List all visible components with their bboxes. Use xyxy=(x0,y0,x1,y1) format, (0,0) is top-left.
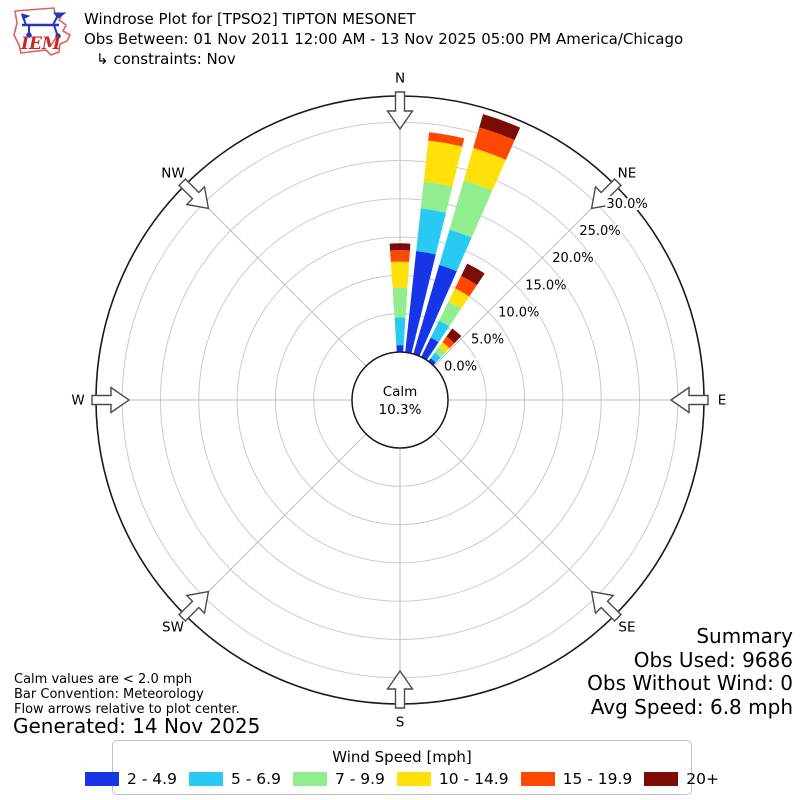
compass-label-nw: NW xyxy=(161,166,184,182)
summary-avg-speed: Avg Speed: 6.8 mph xyxy=(590,694,793,719)
windrose-bar-segment xyxy=(396,345,404,353)
compass-spoke xyxy=(184,433,367,616)
legend-label: 10 - 14.9 xyxy=(438,769,509,788)
legend-label: 20+ xyxy=(686,769,719,788)
compass-label-s: S xyxy=(396,715,405,731)
compass-label-se: SE xyxy=(618,619,635,635)
constraints-subtitle: ↳ constraints: Nov xyxy=(96,50,236,68)
legend-swatch-icon xyxy=(520,771,555,786)
legend-swatch-icon xyxy=(396,771,431,786)
legend-swatch-icon xyxy=(85,771,119,786)
windrose-bar-segment xyxy=(423,140,463,187)
compass-spoke xyxy=(433,433,616,616)
windrose-bar-segment xyxy=(461,263,485,286)
plot-notes: Calm values are < 2.0 mph Bar Convention… xyxy=(14,672,240,717)
legend-swatch-icon xyxy=(292,771,327,786)
compass-spoke xyxy=(433,184,616,367)
calm-circle xyxy=(351,351,449,449)
windrose-bar-segment xyxy=(438,342,450,353)
calm-percent: 10.3% xyxy=(379,402,422,418)
weather-vane-icon xyxy=(21,12,67,39)
windrose-bar-segment xyxy=(394,317,406,346)
compass-label-ne: NE xyxy=(618,166,637,182)
compass-label-n: N xyxy=(395,71,405,87)
summary-block: Summary Obs Used: 9686 Obs Without Wind:… xyxy=(587,624,793,719)
flow-arrow-icon xyxy=(590,590,622,622)
legend-title: Wind Speed [mph] xyxy=(332,747,472,766)
compass-spoke xyxy=(184,184,367,367)
radial-tick-label: 25.0% xyxy=(579,224,620,239)
windrose-bar-segment xyxy=(390,261,410,288)
radial-tick-label: 15.0% xyxy=(525,278,566,293)
flow-arrow-icon xyxy=(91,386,131,414)
windrose-bar-segment xyxy=(428,358,436,366)
flow-arrow-icon xyxy=(178,178,210,210)
windrose-bar-segment xyxy=(463,147,506,191)
windrose-bar-segment xyxy=(455,275,477,297)
windrose-bar-segment xyxy=(449,180,493,238)
windrose-bar-segment xyxy=(405,250,436,354)
windrose-bar-segment xyxy=(420,181,453,213)
windrose-bar-segment xyxy=(439,301,462,327)
legend-item: 7 - 9.9 xyxy=(292,769,385,788)
compass-label-e: E xyxy=(718,393,727,409)
legend-label: 15 - 19.9 xyxy=(562,769,633,788)
windrose-bar-segment xyxy=(446,328,462,344)
radial-tick-label: 0.0% xyxy=(444,360,477,375)
radial-tick-label: 10.0% xyxy=(498,305,539,320)
windrose-bar-segment xyxy=(413,264,457,357)
radial-tick-label: 20.0% xyxy=(552,251,593,266)
windrose-bar-segment xyxy=(389,243,411,251)
calm-note: Calm values are < 2.0 mph xyxy=(14,672,193,687)
generated-timestamp: Generated: 14 Nov 2025 xyxy=(13,714,261,738)
flow-arrows-note: Flow arrows relative to plot center. xyxy=(14,702,240,717)
legend-item: 20+ xyxy=(644,770,719,788)
legend-label: 7 - 9.9 xyxy=(334,769,385,788)
flow-arrow-icon xyxy=(178,590,210,622)
windrose-bar-segment xyxy=(421,337,439,361)
windrose-bar-segment xyxy=(448,288,470,309)
windrose-bar-segment xyxy=(479,114,521,141)
legend-items: 2 - 4.9 5 - 6.9 7 - 9.9 10 - 14.9 15 - 19.9 2… xyxy=(85,770,719,788)
legend-swatch-icon xyxy=(188,771,223,786)
wind-speed-legend: Wind Speed [mph] 2 - 4.9 5 - 6.9 7 - 9.9 10… xyxy=(85,740,719,795)
radial-tick-label: 5.0% xyxy=(471,332,504,347)
legend-item: 2 - 4.9 xyxy=(85,770,177,788)
legend-item: 15 - 19.9 xyxy=(520,769,633,788)
flow-arrow-icon xyxy=(386,669,414,709)
flow-arrow-icon xyxy=(590,178,622,210)
windrose-bar-segment xyxy=(442,336,455,349)
calm-label: Calm xyxy=(383,384,418,400)
iem-logo-text: IEM xyxy=(20,34,62,54)
summary-obs-used: Obs Used: 9686 xyxy=(633,647,793,672)
compass-label-sw: SW xyxy=(162,619,184,635)
windrose-bar-segment xyxy=(430,320,450,343)
legend-swatch-icon xyxy=(644,771,679,786)
windrose-bar-segment xyxy=(430,352,441,363)
windrose-bar-segment xyxy=(390,250,410,262)
bar-convention-note: Bar Convention: Meteorology xyxy=(14,687,204,702)
flow-arrow-icon xyxy=(386,91,414,131)
summary-obs-without-wind: Obs Without Wind: 0 xyxy=(587,671,793,695)
legend-item: 5 - 6.9 xyxy=(188,769,281,788)
windrose-bar-segment xyxy=(392,287,408,318)
windrose-bar-segment xyxy=(416,208,446,255)
radial-tick-label: 30.0% xyxy=(606,197,647,212)
windrose-bar-segment xyxy=(434,347,446,358)
summary-title: Summary xyxy=(696,624,793,648)
windrose-bar-segment xyxy=(439,229,472,272)
iem-logo: IEM xyxy=(13,7,71,56)
obs-range-subtitle: Obs Between: 01 Nov 2011 12:00 AM - 13 N… xyxy=(84,30,684,48)
flow-arrow-icon xyxy=(669,386,709,414)
legend-label: 5 - 6.9 xyxy=(230,769,281,788)
windrose-bar-segment xyxy=(428,132,465,147)
page-title: Windrose Plot for [TPSO2] TIPTON MESONET xyxy=(84,10,416,28)
compass-label-w: W xyxy=(71,393,84,409)
legend-label: 2 - 4.9 xyxy=(127,769,177,788)
legend-item: 10 - 14.9 xyxy=(396,769,509,788)
windrose-bar-segment xyxy=(473,127,515,160)
